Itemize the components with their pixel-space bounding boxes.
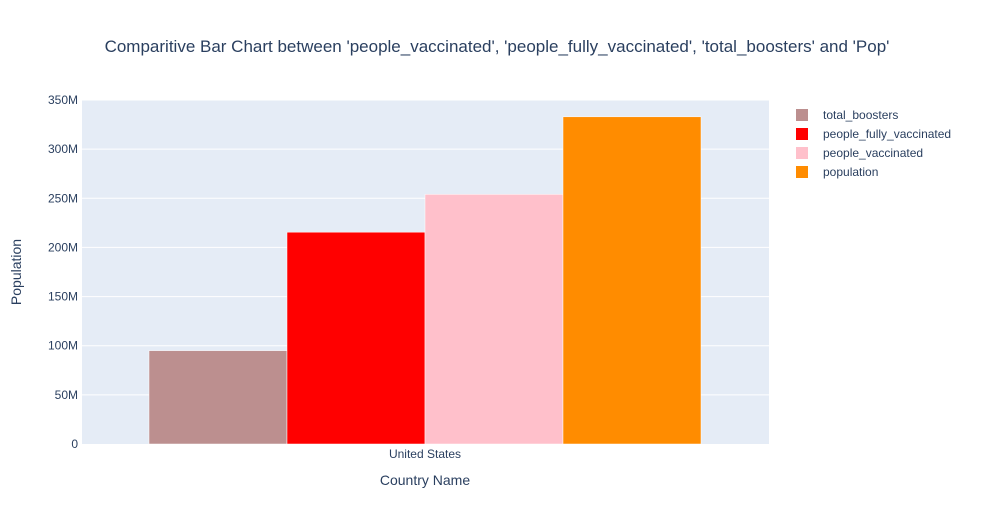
y-tick-label: 100M xyxy=(48,339,78,353)
bar-people-fully-vaccinated xyxy=(286,231,426,445)
bar-population xyxy=(562,116,702,445)
legend-label: population xyxy=(823,165,878,179)
legend: total_boosters people_fully_vaccinatedpeo… xyxy=(796,108,951,179)
legend-item: people_vaccinated xyxy=(796,146,923,160)
legend-label: total_boosters xyxy=(823,108,898,122)
y-axis-ticks: 0 50M 100M 150M 200M 250M 300M 350M xyxy=(48,93,78,451)
y-tick-label: 150M xyxy=(48,290,78,304)
legend-swatch xyxy=(796,166,808,178)
x-axis-title: Country Name xyxy=(380,472,470,488)
y-axis-title: Population xyxy=(8,239,24,305)
y-tick-label: 50M xyxy=(55,388,78,402)
legend-swatch xyxy=(796,128,808,140)
bar-total-boosters xyxy=(148,350,288,445)
x-axis-ticks: United States xyxy=(389,447,461,461)
bars xyxy=(148,116,702,445)
legend-item: population xyxy=(796,165,878,179)
legend-item: people_fully_vaccinated xyxy=(796,127,951,141)
legend-swatch xyxy=(796,109,808,121)
y-tick-label: 0 xyxy=(71,437,78,451)
chart-title: Comparitive Bar Chart between 'people_va… xyxy=(105,37,890,56)
legend-label: people_vaccinated xyxy=(823,146,923,160)
y-tick-label: 350M xyxy=(48,93,78,107)
legend-label: people_fully_vaccinated xyxy=(823,127,951,141)
y-tick-label: 250M xyxy=(48,191,78,205)
y-tick-label: 300M xyxy=(48,142,78,156)
y-tick-label: 200M xyxy=(48,240,78,254)
bar-people-vaccinated xyxy=(424,194,564,445)
x-tick-label: United States xyxy=(389,447,461,461)
legend-item: total_boosters xyxy=(796,108,898,122)
legend-swatch xyxy=(796,147,808,159)
